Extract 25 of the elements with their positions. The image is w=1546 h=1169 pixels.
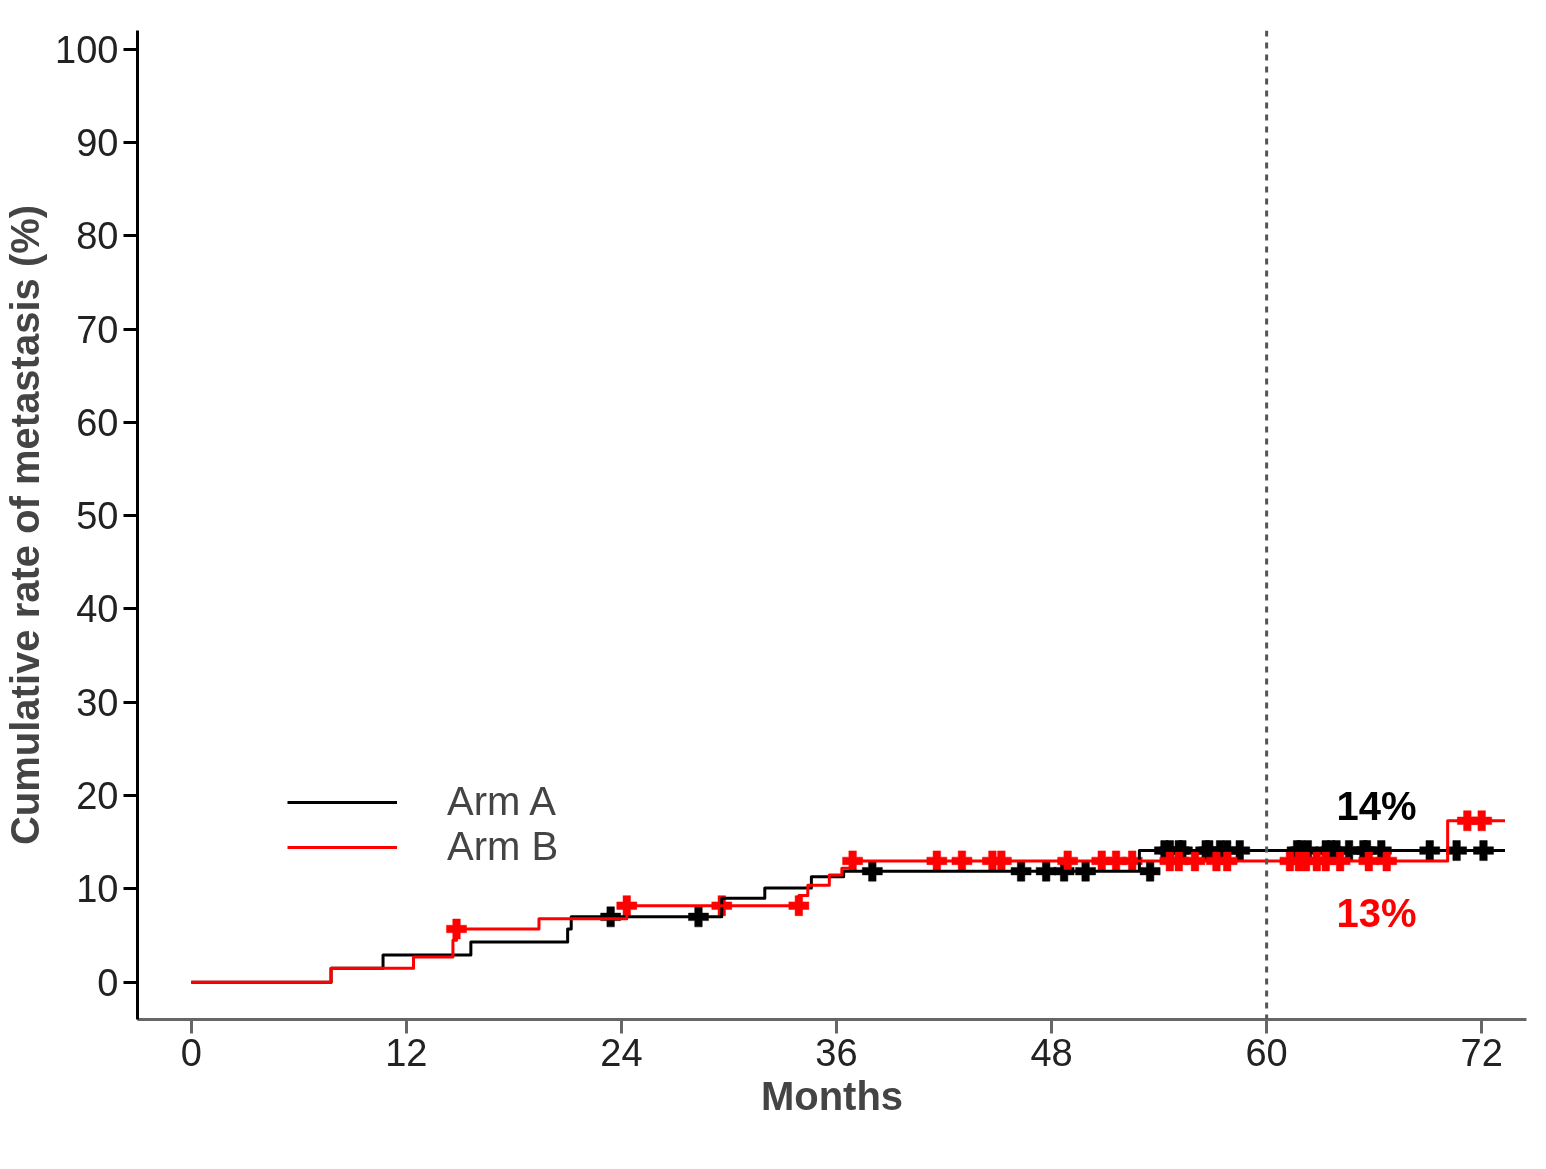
x-tick-label: 12 [385,1031,428,1074]
y-tick-label: 90 [76,121,119,164]
x-axis-title: Months [760,1073,904,1118]
y-tick-label: 10 [76,868,119,911]
x-tick-label: 72 [1460,1031,1503,1074]
x-tick-label: 36 [815,1031,858,1074]
x-tick-label: 48 [1030,1031,1073,1074]
x-tick-label: 60 [1245,1031,1288,1074]
y-tick-label: 50 [76,495,119,538]
annotation: 13% [1336,890,1417,935]
y-tick-label: 60 [76,401,119,444]
y-tick-label: 80 [76,215,119,258]
x-tick-label: 24 [600,1031,643,1074]
y-tick-label: 70 [76,308,119,351]
y-tick-label: 0 [97,961,119,1004]
y-tick-label: 30 [76,681,119,724]
y-tick-label: 40 [76,588,119,631]
legend-label: Arm A [447,779,556,824]
legend-label: Arm B [447,824,559,869]
annotation: 14% [1336,783,1417,828]
y-axis-title: Cumulative rate of metastasis (%) [3,204,48,846]
y-tick-label: 100 [55,28,119,71]
point [1139,860,1161,882]
y-tick-label: 20 [76,775,119,818]
x-tick-label: 0 [180,1031,202,1074]
